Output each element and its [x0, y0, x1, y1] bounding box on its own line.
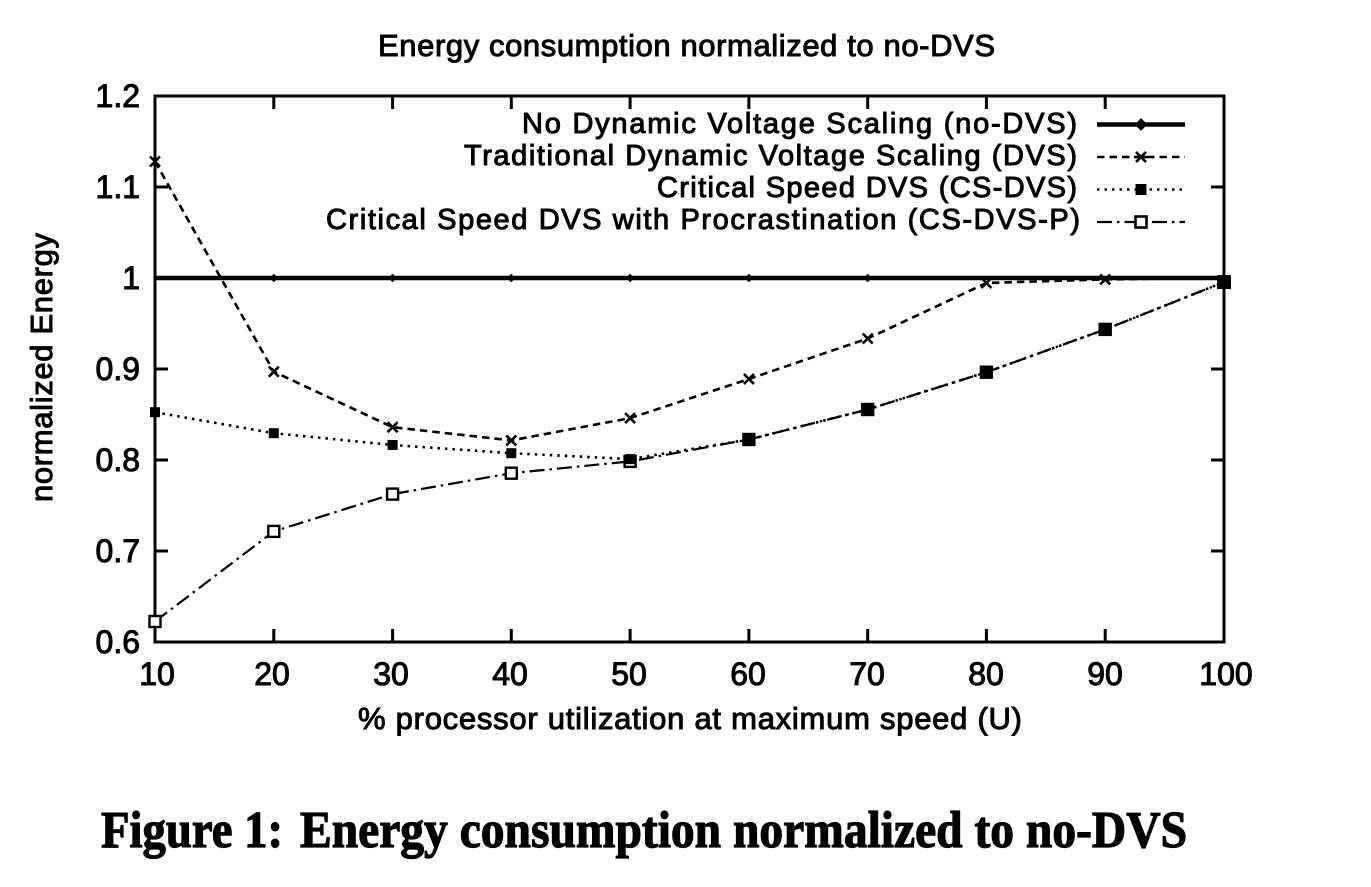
svg-text:10: 10	[139, 656, 175, 692]
svg-text:Critical Speed DVS with Procra: Critical Speed DVS with Procrastination …	[326, 204, 1080, 236]
svg-text:80: 80	[968, 656, 1004, 692]
svg-text:Traditional Dynamic Voltage Sc: Traditional Dynamic Voltage Scaling (DVS…	[464, 140, 1077, 172]
svg-text:Figure 1:: Figure 1:	[101, 802, 283, 859]
svg-text:100: 100	[1199, 656, 1252, 692]
svg-text:40: 40	[492, 656, 528, 692]
svg-text:No Dynamic Voltage Scaling (no: No Dynamic Voltage Scaling (no-DVS)	[522, 108, 1077, 140]
svg-text:50: 50	[611, 656, 647, 692]
svg-text:30: 30	[373, 656, 409, 692]
svg-text:Critical Speed DVS (CS-DVS): Critical Speed DVS (CS-DVS)	[657, 172, 1077, 204]
svg-text:Energy consumption normalized: Energy consumption normalized to no-DVS	[300, 802, 1187, 859]
svg-text:0.6: 0.6	[96, 624, 140, 660]
svg-text:1.1: 1.1	[96, 169, 140, 205]
svg-text:normalized Energy: normalized Energy	[24, 233, 59, 503]
svg-text:0.8: 0.8	[96, 442, 140, 478]
svg-text:60: 60	[730, 656, 766, 692]
svg-text:70: 70	[849, 656, 885, 692]
svg-text:% processor utilization at max: % processor utilization at maximum speed…	[358, 701, 1022, 736]
svg-text:1: 1	[122, 260, 140, 296]
svg-text:0.9: 0.9	[96, 351, 140, 387]
svg-text:90: 90	[1087, 656, 1123, 692]
svg-text:1.2: 1.2	[96, 78, 140, 114]
svg-text:Energy consumption normalized: Energy consumption normalized to no-DVS	[378, 28, 995, 63]
svg-text:0.7: 0.7	[96, 533, 140, 569]
svg-text:20: 20	[254, 656, 290, 692]
